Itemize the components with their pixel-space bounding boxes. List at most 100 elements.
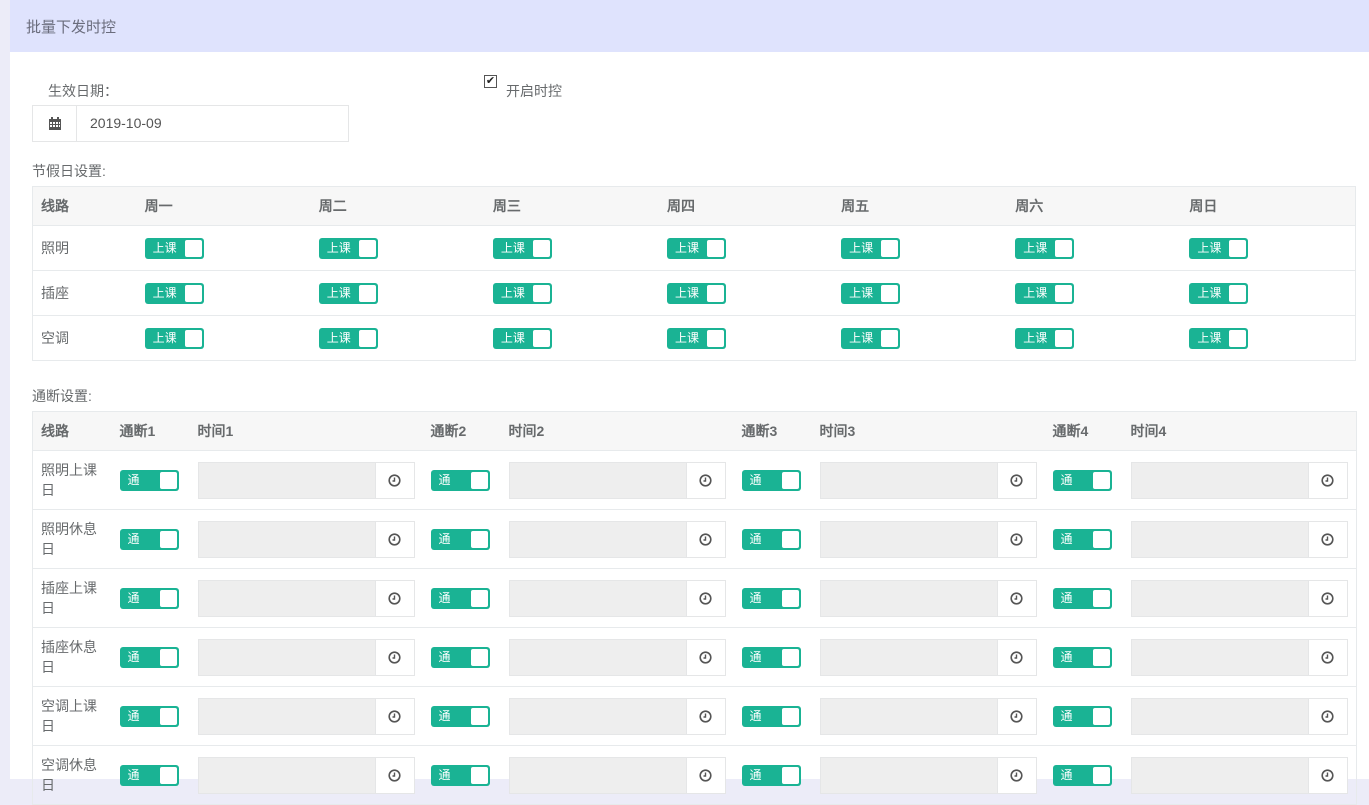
toggle-knob[interactable] [781,530,799,548]
toggle-switch[interactable]: 上课 [492,327,552,349]
toggle-knob[interactable] [781,766,799,784]
toggle-knob[interactable] [184,284,202,302]
time-value[interactable] [198,462,375,498]
clock-icon[interactable] [996,580,1036,616]
time-input[interactable] [197,461,415,499]
toggle-knob[interactable] [358,239,376,257]
clock-icon[interactable] [685,639,725,675]
toggle-switch[interactable]: 通 [741,705,801,727]
toggle-knob[interactable] [470,589,488,607]
time-value[interactable] [820,521,997,557]
toggle-switch[interactable]: 通 [119,764,179,786]
toggle-switch[interactable]: 通 [1052,646,1112,668]
time-input[interactable] [508,579,726,617]
toggle-switch[interactable]: 上课 [666,282,726,304]
time-input[interactable] [508,756,726,794]
calendar-icon[interactable] [33,106,77,141]
toggle-knob[interactable] [159,589,177,607]
toggle-knob[interactable] [470,471,488,489]
toggle-knob[interactable] [781,589,799,607]
time-value[interactable] [509,462,686,498]
clock-icon[interactable] [374,521,414,557]
time-input[interactable] [197,520,415,558]
effective-date-input[interactable]: 2019-10-09 [32,105,349,142]
toggle-knob[interactable] [706,329,724,347]
time-value[interactable] [820,757,997,793]
toggle-switch[interactable]: 上课 [666,327,726,349]
toggle-switch[interactable]: 上课 [1189,282,1249,304]
toggle-switch[interactable]: 上课 [1015,282,1075,304]
toggle-switch[interactable]: 通 [430,705,490,727]
toggle-switch[interactable]: 上课 [1189,327,1249,349]
toggle-switch[interactable]: 通 [119,705,179,727]
clock-icon[interactable] [374,462,414,498]
time-value[interactable] [198,521,375,557]
time-value[interactable] [509,757,686,793]
time-value[interactable] [198,757,375,793]
toggle-knob[interactable] [1229,239,1247,257]
toggle-knob[interactable] [470,766,488,784]
toggle-knob[interactable] [1092,766,1110,784]
toggle-switch[interactable]: 上课 [144,237,204,259]
time-input[interactable] [819,461,1037,499]
time-value[interactable] [820,639,997,675]
toggle-knob[interactable] [470,530,488,548]
clock-icon[interactable] [374,757,414,793]
time-input[interactable] [1130,697,1348,735]
time-value[interactable] [1131,580,1308,616]
toggle-switch[interactable]: 上课 [318,282,378,304]
toggle-knob[interactable] [1055,239,1073,257]
toggle-knob[interactable] [1092,707,1110,725]
time-input[interactable] [508,520,726,558]
toggle-knob[interactable] [881,329,899,347]
clock-icon[interactable] [996,698,1036,734]
toggle-knob[interactable] [781,471,799,489]
toggle-switch[interactable]: 上课 [492,237,552,259]
toggle-switch[interactable]: 通 [1052,587,1112,609]
toggle-switch[interactable]: 上课 [144,282,204,304]
time-value[interactable] [509,639,686,675]
toggle-knob[interactable] [184,329,202,347]
time-value[interactable] [820,580,997,616]
time-value[interactable] [509,580,686,616]
time-input[interactable] [197,579,415,617]
time-input[interactable] [819,520,1037,558]
toggle-knob[interactable] [1092,530,1110,548]
clock-icon[interactable] [996,462,1036,498]
toggle-switch[interactable]: 上课 [318,237,378,259]
time-value[interactable] [509,698,686,734]
clock-icon[interactable] [1307,698,1347,734]
toggle-switch[interactable]: 通 [430,646,490,668]
toggle-switch[interactable]: 上课 [841,327,901,349]
toggle-switch[interactable]: 上课 [1015,237,1075,259]
toggle-switch[interactable]: 通 [1052,528,1112,550]
toggle-knob[interactable] [532,329,550,347]
clock-icon[interactable] [685,757,725,793]
clock-icon[interactable] [1307,580,1347,616]
toggle-switch[interactable]: 通 [430,469,490,491]
toggle-knob[interactable] [781,707,799,725]
toggle-switch[interactable]: 上课 [841,282,901,304]
clock-icon[interactable] [374,580,414,616]
clock-icon[interactable] [374,698,414,734]
toggle-switch[interactable]: 通 [119,587,179,609]
toggle-knob[interactable] [159,471,177,489]
time-value[interactable] [820,698,997,734]
toggle-knob[interactable] [781,648,799,666]
toggle-switch[interactable]: 通 [430,587,490,609]
toggle-switch[interactable]: 通 [119,528,179,550]
clock-icon[interactable] [1307,757,1347,793]
toggle-knob[interactable] [532,284,550,302]
toggle-knob[interactable] [1229,284,1247,302]
toggle-switch[interactable]: 通 [741,528,801,550]
time-value[interactable] [1131,521,1308,557]
toggle-knob[interactable] [881,284,899,302]
toggle-knob[interactable] [184,239,202,257]
time-value[interactable] [198,698,375,734]
toggle-knob[interactable] [1055,329,1073,347]
time-value[interactable] [509,521,686,557]
clock-icon[interactable] [685,462,725,498]
toggle-knob[interactable] [1229,329,1247,347]
toggle-switch[interactable]: 通 [119,646,179,668]
toggle-switch[interactable]: 通 [430,764,490,786]
